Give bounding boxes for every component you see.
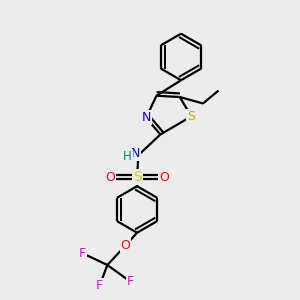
Text: F: F — [127, 275, 134, 288]
Text: O: O — [105, 171, 115, 184]
Text: F: F — [79, 247, 86, 260]
Text: N: N — [141, 111, 151, 124]
Text: H: H — [123, 150, 132, 163]
Text: N: N — [130, 147, 140, 160]
Text: S: S — [188, 110, 195, 123]
Text: F: F — [96, 279, 103, 292]
Text: S: S — [133, 170, 142, 184]
Text: O: O — [159, 171, 169, 184]
Text: O: O — [121, 239, 130, 252]
